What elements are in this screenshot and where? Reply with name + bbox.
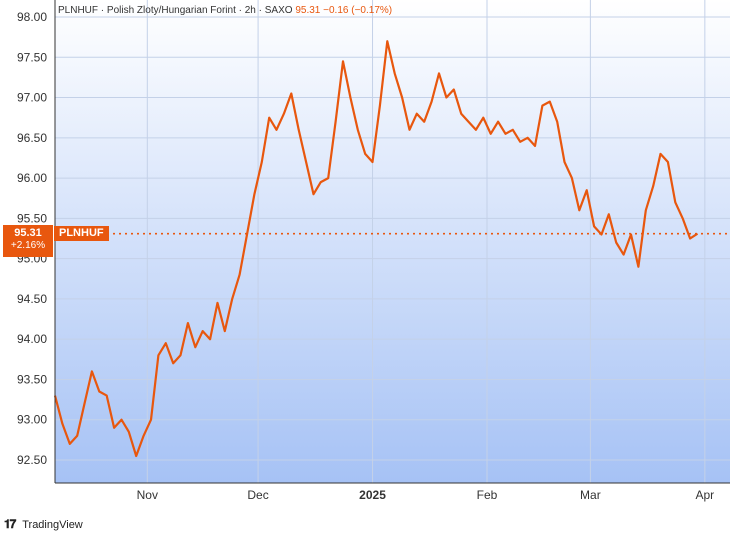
x-tick-label: Mar [580,488,601,502]
legend-symbol: PLNHUF [58,5,99,16]
y-tick-label: 95.50 [17,211,47,225]
grid-lines [55,0,730,483]
series-line-plnhuf [53,40,699,458]
x-tick-label: Nov [137,488,158,502]
badge-symbol: PLNHUF [54,226,109,241]
x-tick-label: Dec [247,488,268,502]
badge-change-pct: +2.16% [10,240,46,251]
x-tick-label: Apr [696,488,715,502]
badge-price: 95.31 [14,227,42,239]
y-tick-label: 96.00 [17,171,47,185]
legend-interval: 2h [244,5,256,16]
legend-last-price: 95.31 [295,5,321,16]
tradingview-logo-icon: 𝟏𝟕 [4,517,16,531]
y-tick-label: 93.50 [17,372,47,386]
y-tick-label: 92.50 [17,453,47,467]
axis-ticks: 98.0097.5097.0096.5096.0095.5095.0094.50… [17,10,714,502]
x-tick-label: Feb [477,488,498,502]
brand-name: TradingView [22,519,83,531]
price-label: 95.31 +2.16% [3,225,53,257]
legend-change: −0.16 [323,5,349,16]
y-tick-label: 93.00 [17,413,47,427]
legend-source: SAXO [264,5,293,16]
plot-background [55,0,730,483]
y-tick-label: 97.00 [17,91,47,105]
y-tick-label: 98.00 [17,10,47,24]
y-tick-label: 94.00 [17,332,47,346]
legend-instrument-name: Polish Zloty/Hungarian Forint [106,5,236,16]
legend-change-pct: (−0.17%) [351,5,393,16]
y-tick-label: 97.50 [17,50,47,64]
x-tick-label: 2025 [359,488,386,502]
chart-legend: PLNHUF · Polish Zloty/Hungarian Forint ·… [58,5,393,16]
tradingview-brand[interactable]: 𝟏𝟕 TradingView [4,517,83,531]
y-tick-label: 96.50 [17,131,47,145]
y-tick-label: 94.50 [17,292,47,306]
current-price-badge: 95.31 +2.16% PLNHUF [3,225,109,257]
